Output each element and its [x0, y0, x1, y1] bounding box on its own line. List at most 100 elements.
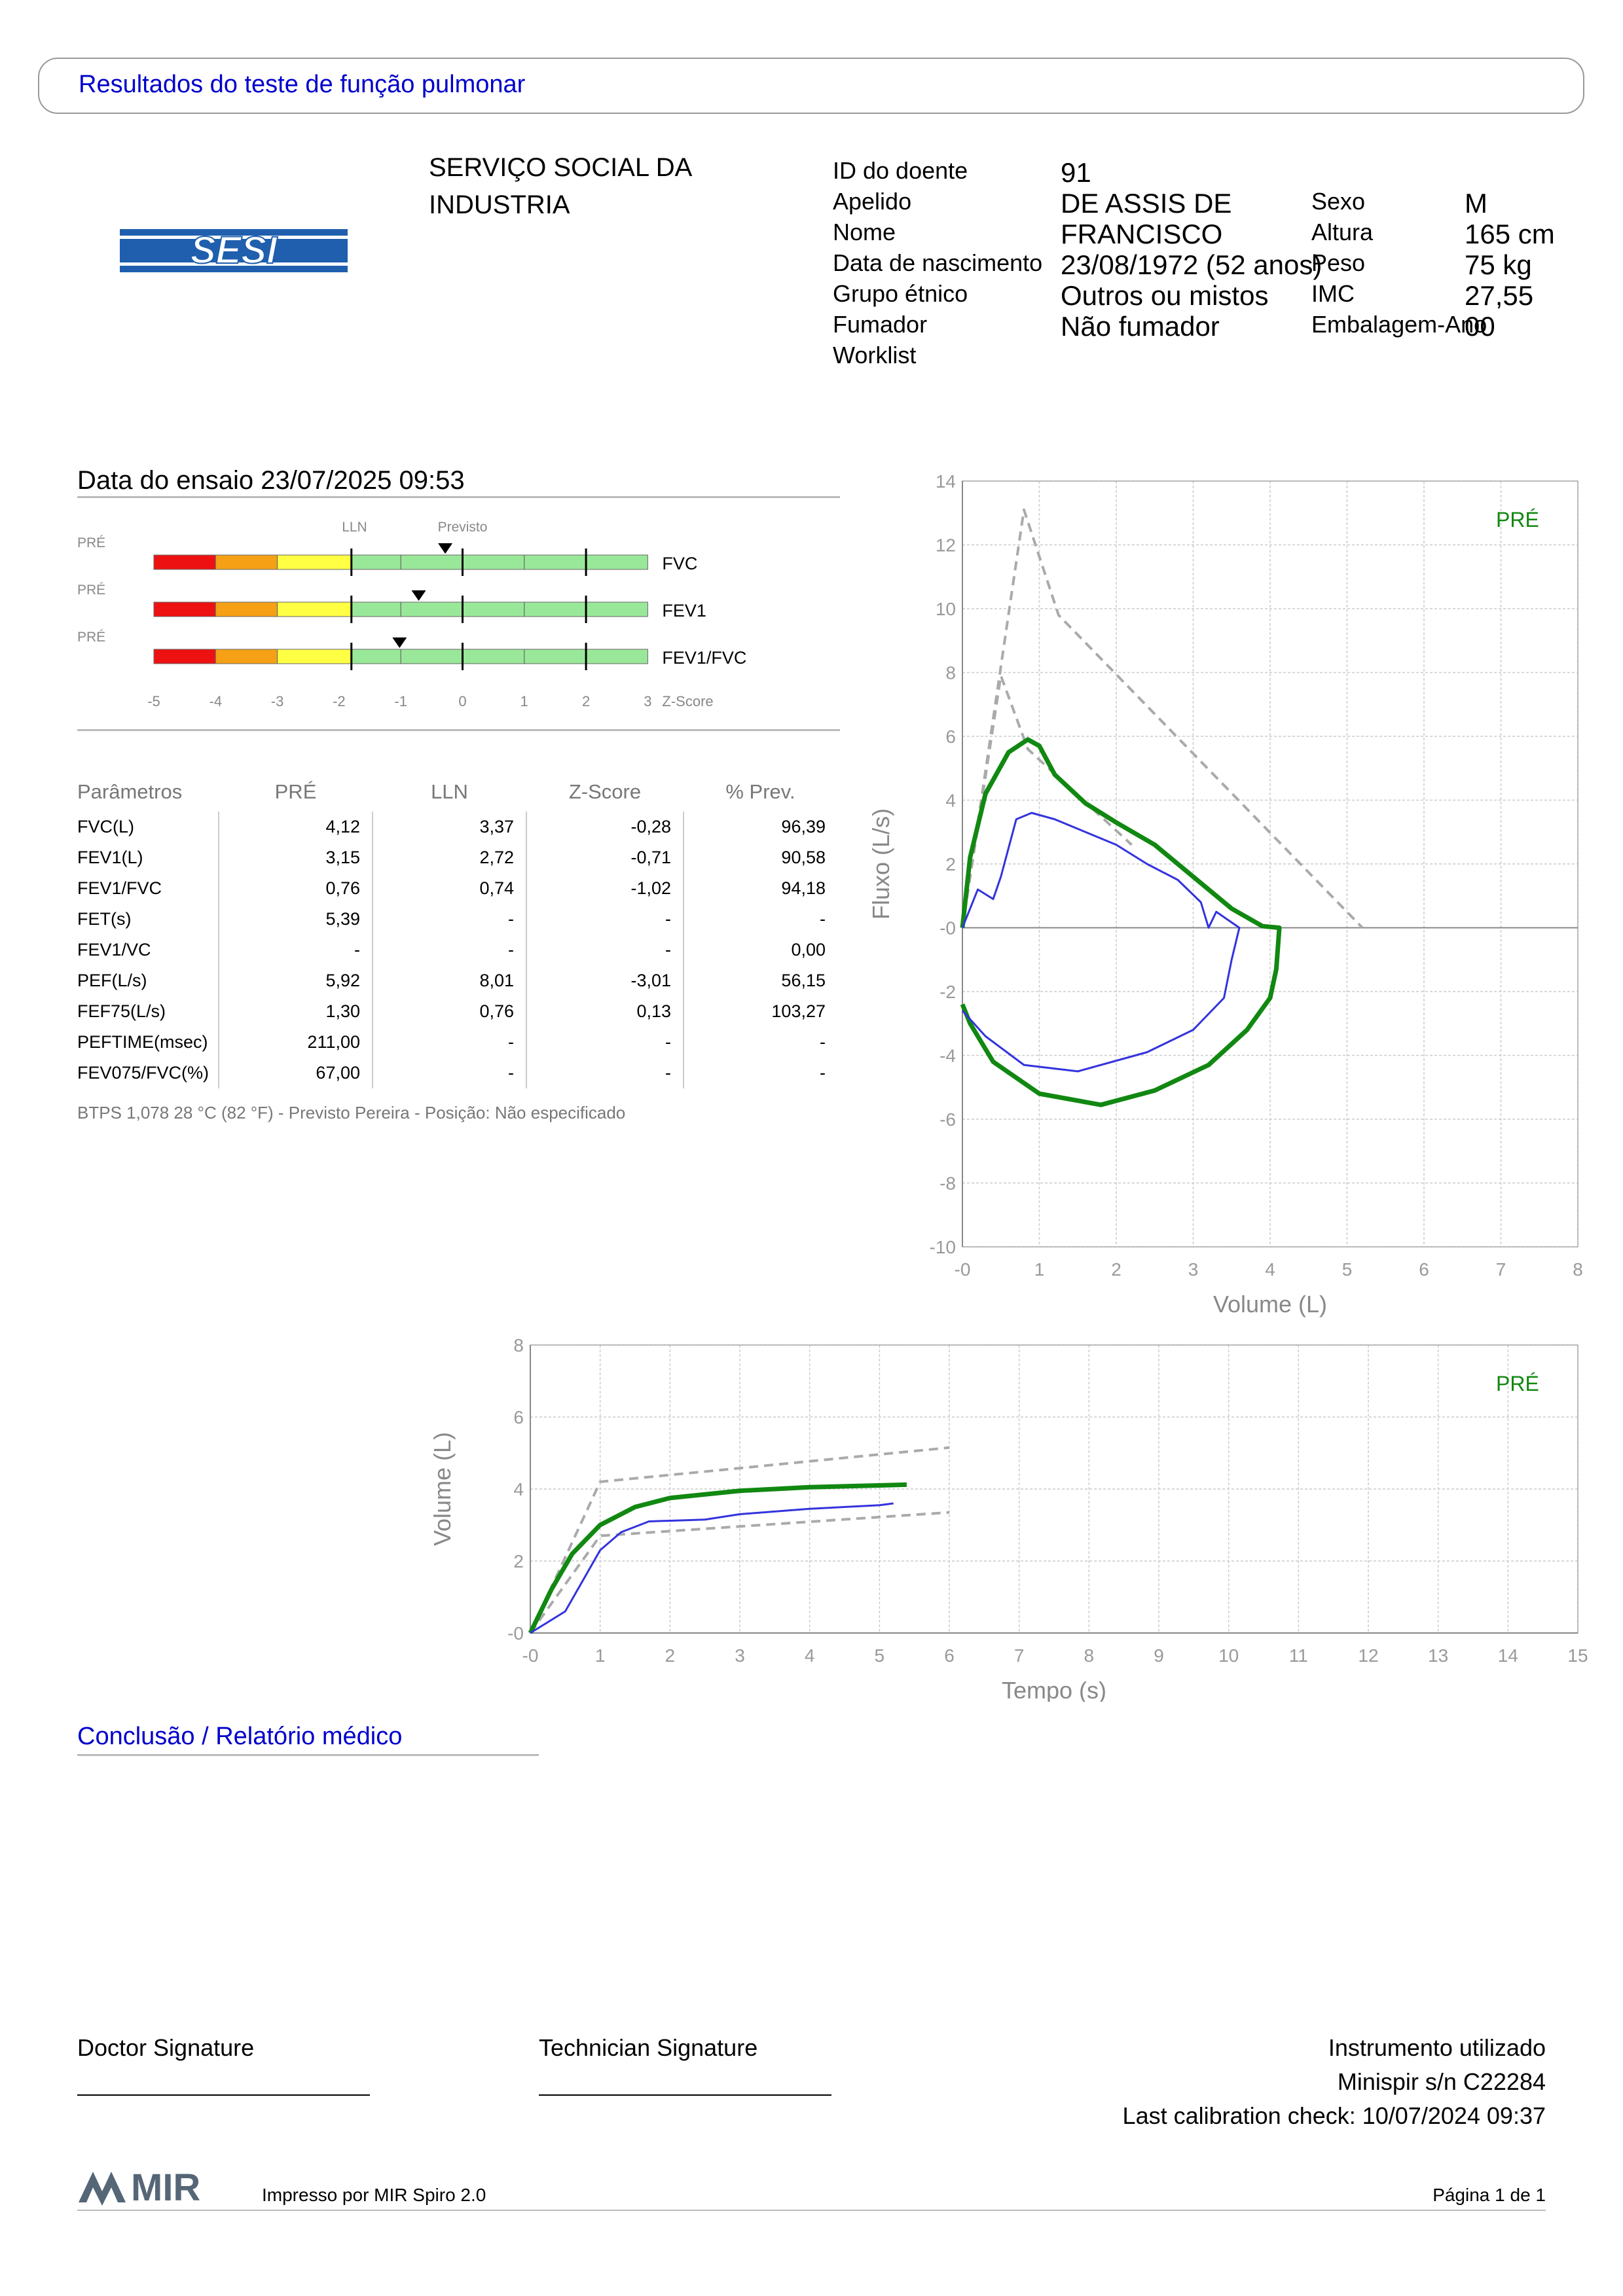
y-tick-label: 2 — [945, 854, 956, 874]
x-tick-label: 4 — [1265, 1259, 1275, 1280]
zscore-chart: LLN Previsto PRÉ FVC PRÉ FEV1 PRÉ FEV1/FVC -5 -4 -… — [77, 520, 746, 709]
table-row: PEF(L/s) 5,92 8,01 -3,01 56,15 — [77, 965, 837, 996]
zscore-segment — [277, 554, 352, 570]
param-value: 0,76 — [218, 873, 373, 904]
x-tick-label: 12 — [1358, 1645, 1378, 1666]
surname-label: Apelido — [833, 188, 912, 215]
x-tick-label: -0 — [522, 1645, 539, 1666]
param-value: - — [526, 1058, 684, 1088]
zscore-tick: -5 — [147, 693, 160, 709]
param-value: -0,71 — [526, 842, 684, 873]
packyears-label: Embalagem-Ano — [1311, 311, 1487, 338]
param-value: 211,00 — [218, 1027, 373, 1058]
y-tick-label: 6 — [945, 726, 956, 747]
param-value: 0,00 — [683, 935, 837, 965]
surname-value: DE ASSIS DE — [1061, 188, 1232, 219]
ethnic-value: Outros ou mistos — [1061, 280, 1269, 311]
x-tick-label: 5 — [1342, 1259, 1353, 1280]
y-tick-label: -4 — [939, 1046, 956, 1066]
x-tick-label: 2 — [665, 1645, 676, 1666]
header-zscore: Z-Score — [568, 780, 642, 803]
x-tick-label: 13 — [1428, 1645, 1448, 1666]
bmi-label: IMC — [1311, 280, 1355, 307]
table-header-row: Parâmetros PRÉ LLN Z-Score % Prev. — [77, 772, 837, 812]
series-measured-blue — [961, 812, 1241, 1073]
zscore-tick: 2 — [582, 693, 590, 709]
y-axis-title: Fluxo (L/s) — [867, 808, 894, 920]
param-value: - — [526, 935, 684, 965]
organization-line2: INDUSTRIA — [429, 190, 570, 219]
mir-logo: MIR — [77, 2166, 254, 2209]
x-tick-label: 14 — [1498, 1645, 1518, 1666]
zscore-segment — [153, 649, 216, 664]
param-value: 103,27 — [683, 996, 837, 1027]
param-value: - — [218, 935, 373, 965]
y-tick-label: 12 — [936, 535, 956, 556]
y-tick-label: 4 — [513, 1479, 524, 1499]
sesi-logo: SESI — [120, 228, 348, 272]
y-tick-label: 4 — [945, 791, 956, 811]
x-tick-label: 3 — [735, 1645, 745, 1666]
param-value: 1,30 — [218, 996, 373, 1027]
table-row: FEF75(L/s) 1,30 0,76 0,13 103,27 — [77, 996, 837, 1027]
zscore-segment — [351, 649, 648, 664]
zscore-tick: -1 — [394, 693, 407, 709]
mir-logo-text: MIR — [131, 2166, 200, 2206]
predicted-label: Previsto — [438, 520, 488, 535]
height-value: 165 cm — [1465, 219, 1555, 249]
param-name: PEFTIME(msec) — [77, 1032, 208, 1052]
x-tick-label: 15 — [1567, 1645, 1588, 1666]
param-value: 96,39 — [683, 812, 837, 842]
y-tick-label: -10 — [930, 1237, 956, 1257]
table-row: FET(s) 5,39- - - — [77, 904, 837, 935]
name-value: FRANCISCO — [1061, 219, 1223, 249]
row-tag: PRÉ — [77, 583, 105, 598]
y-tick-label: -8 — [939, 1174, 956, 1194]
param-name: FEV1(L) — [77, 848, 143, 867]
table-row: FVC(L) 4,12 3,37 -0,28 96,39 — [77, 812, 837, 842]
param-value: 3,15 — [218, 842, 373, 873]
param-value: 67,00 — [218, 1058, 373, 1088]
divider — [77, 729, 840, 731]
patient-id-label: ID do doente — [833, 157, 968, 184]
param-value: 5,92 — [218, 965, 373, 996]
organization-line1: SERVIÇO SOCIAL DA — [429, 153, 693, 182]
footer-divider — [77, 2210, 1546, 2211]
y-tick-label: -2 — [939, 982, 956, 1002]
y-tick-label: -0 — [939, 918, 956, 939]
x-tick-label: 1 — [1034, 1259, 1045, 1280]
doctor-signature-line — [77, 2094, 370, 2096]
ethnic-label: Grupo étnico — [833, 280, 968, 307]
smoker-label: Fumador — [833, 311, 928, 338]
x-tick-label: 6 — [1419, 1259, 1429, 1280]
x-tick-label: 8 — [1084, 1645, 1095, 1666]
patient-id-value: 91 — [1061, 157, 1091, 188]
param-value: - — [372, 1058, 526, 1088]
row-tag: PRÉ — [77, 535, 105, 550]
sex-value: M — [1465, 188, 1487, 219]
table-row: FEV075/FVC(%) 67,00- - - — [77, 1058, 837, 1088]
param-value: - — [683, 904, 837, 935]
zscore-marker — [438, 543, 453, 554]
header-params: Parâmetros — [77, 780, 183, 803]
sex-label: Sexo — [1311, 188, 1366, 215]
name-label: Nome — [833, 219, 896, 245]
param-value: 5,39 — [218, 904, 373, 935]
series-predicted-lower — [529, 1511, 950, 1634]
zscore-tick: -3 — [271, 693, 284, 709]
param-value: 0,76 — [372, 996, 526, 1027]
zscore-tick: 0 — [458, 693, 466, 709]
instrument-model: Minispir s/n C22284 — [1337, 2068, 1546, 2095]
lln-label: LLN — [342, 520, 367, 535]
param-value: - — [683, 1058, 837, 1088]
legend-pre: PRÉ — [1496, 508, 1539, 531]
param-value: - — [372, 935, 526, 965]
series-predicted — [961, 508, 1364, 929]
x-tick-label: 11 — [1289, 1645, 1308, 1666]
x-tick-label: 7 — [1014, 1645, 1025, 1666]
dob-value: 23/08/1972 (52 anos) — [1061, 249, 1322, 280]
param-value: 2,72 — [372, 842, 526, 873]
worklist-label: Worklist — [833, 342, 917, 368]
zscore-segment — [215, 649, 278, 664]
param-value: 0,74 — [372, 873, 526, 904]
